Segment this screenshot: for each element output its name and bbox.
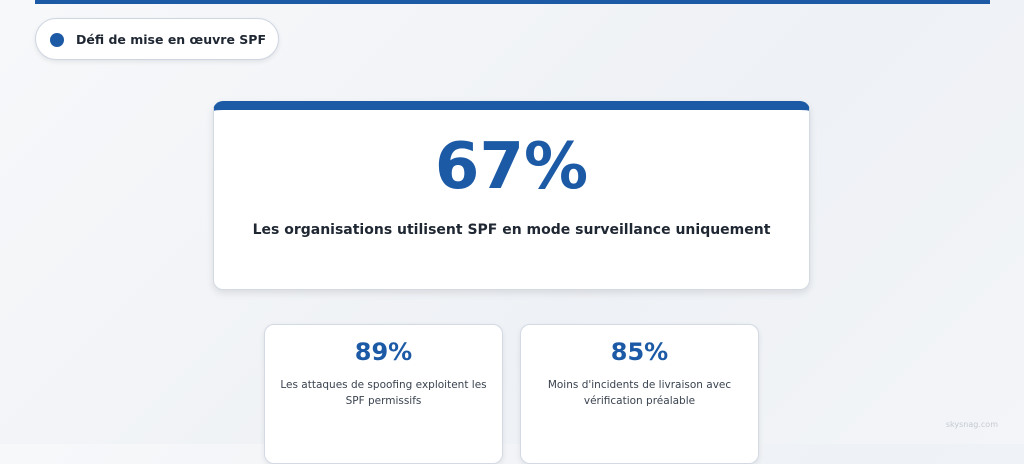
top-bar	[35, 0, 990, 4]
hero-value: 67%	[434, 130, 589, 204]
hero-card: 67% Les organisations utilisent SPF en m…	[213, 101, 810, 290]
watermark: skysnag.com	[945, 420, 998, 429]
stat-description: Les attaques de spoofing exploitent les …	[280, 379, 487, 407]
stat-card: 85% Moins d'incidents de livraison avec …	[520, 324, 759, 464]
badge-dot	[50, 33, 64, 47]
hero-description: Les organisations utilisent SPF en mode …	[252, 222, 771, 238]
stat-card: 89% Les attaques de spoofing exploitent …	[264, 324, 503, 464]
stat-value: 85%	[610, 338, 669, 366]
stat-value: 89%	[354, 338, 413, 366]
badge-label: Défi de mise en œuvre SPF	[76, 32, 266, 47]
badge: Défi de mise en œuvre SPF	[35, 18, 279, 60]
stat-description: Moins d'incidents de livraison avec véri…	[547, 379, 732, 407]
